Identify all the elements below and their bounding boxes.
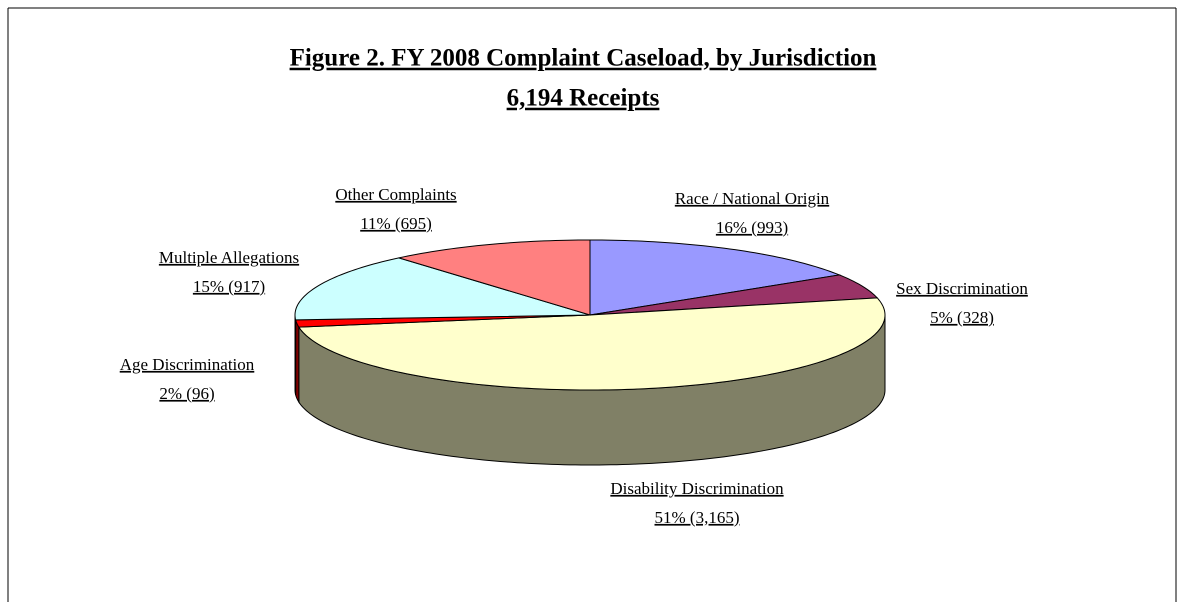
chart-title: Figure 2. FY 2008 Complaint Caseload, by… — [290, 45, 877, 72]
slice-label: Race / National Origin — [675, 189, 830, 208]
slice-label: Sex Discrimination — [896, 279, 1028, 298]
slice-value-label: 51% (3,165) — [655, 508, 740, 527]
slice-side — [294, 314, 297, 395]
slice-value-label: 5% (328) — [930, 308, 994, 327]
slice — [294, 257, 591, 321]
slice — [398, 239, 591, 316]
slice — [589, 274, 879, 316]
slice-label: Age Discrimination — [120, 355, 255, 374]
slice-label: Multiple Allegations — [159, 248, 299, 267]
slice — [589, 239, 842, 316]
slice-value-label: 16% (993) — [716, 218, 788, 237]
slice-value-label: 11% (695) — [360, 214, 432, 233]
slice — [297, 297, 886, 391]
slice-label: Other Complaints — [335, 185, 456, 204]
slice-value-label: 15% (917) — [193, 277, 265, 296]
slice-value-label: 2% (96) — [159, 384, 214, 403]
slice-label: Disability Discrimination — [610, 479, 784, 498]
chart-subtitle: 6,194 Receipts — [507, 85, 660, 112]
